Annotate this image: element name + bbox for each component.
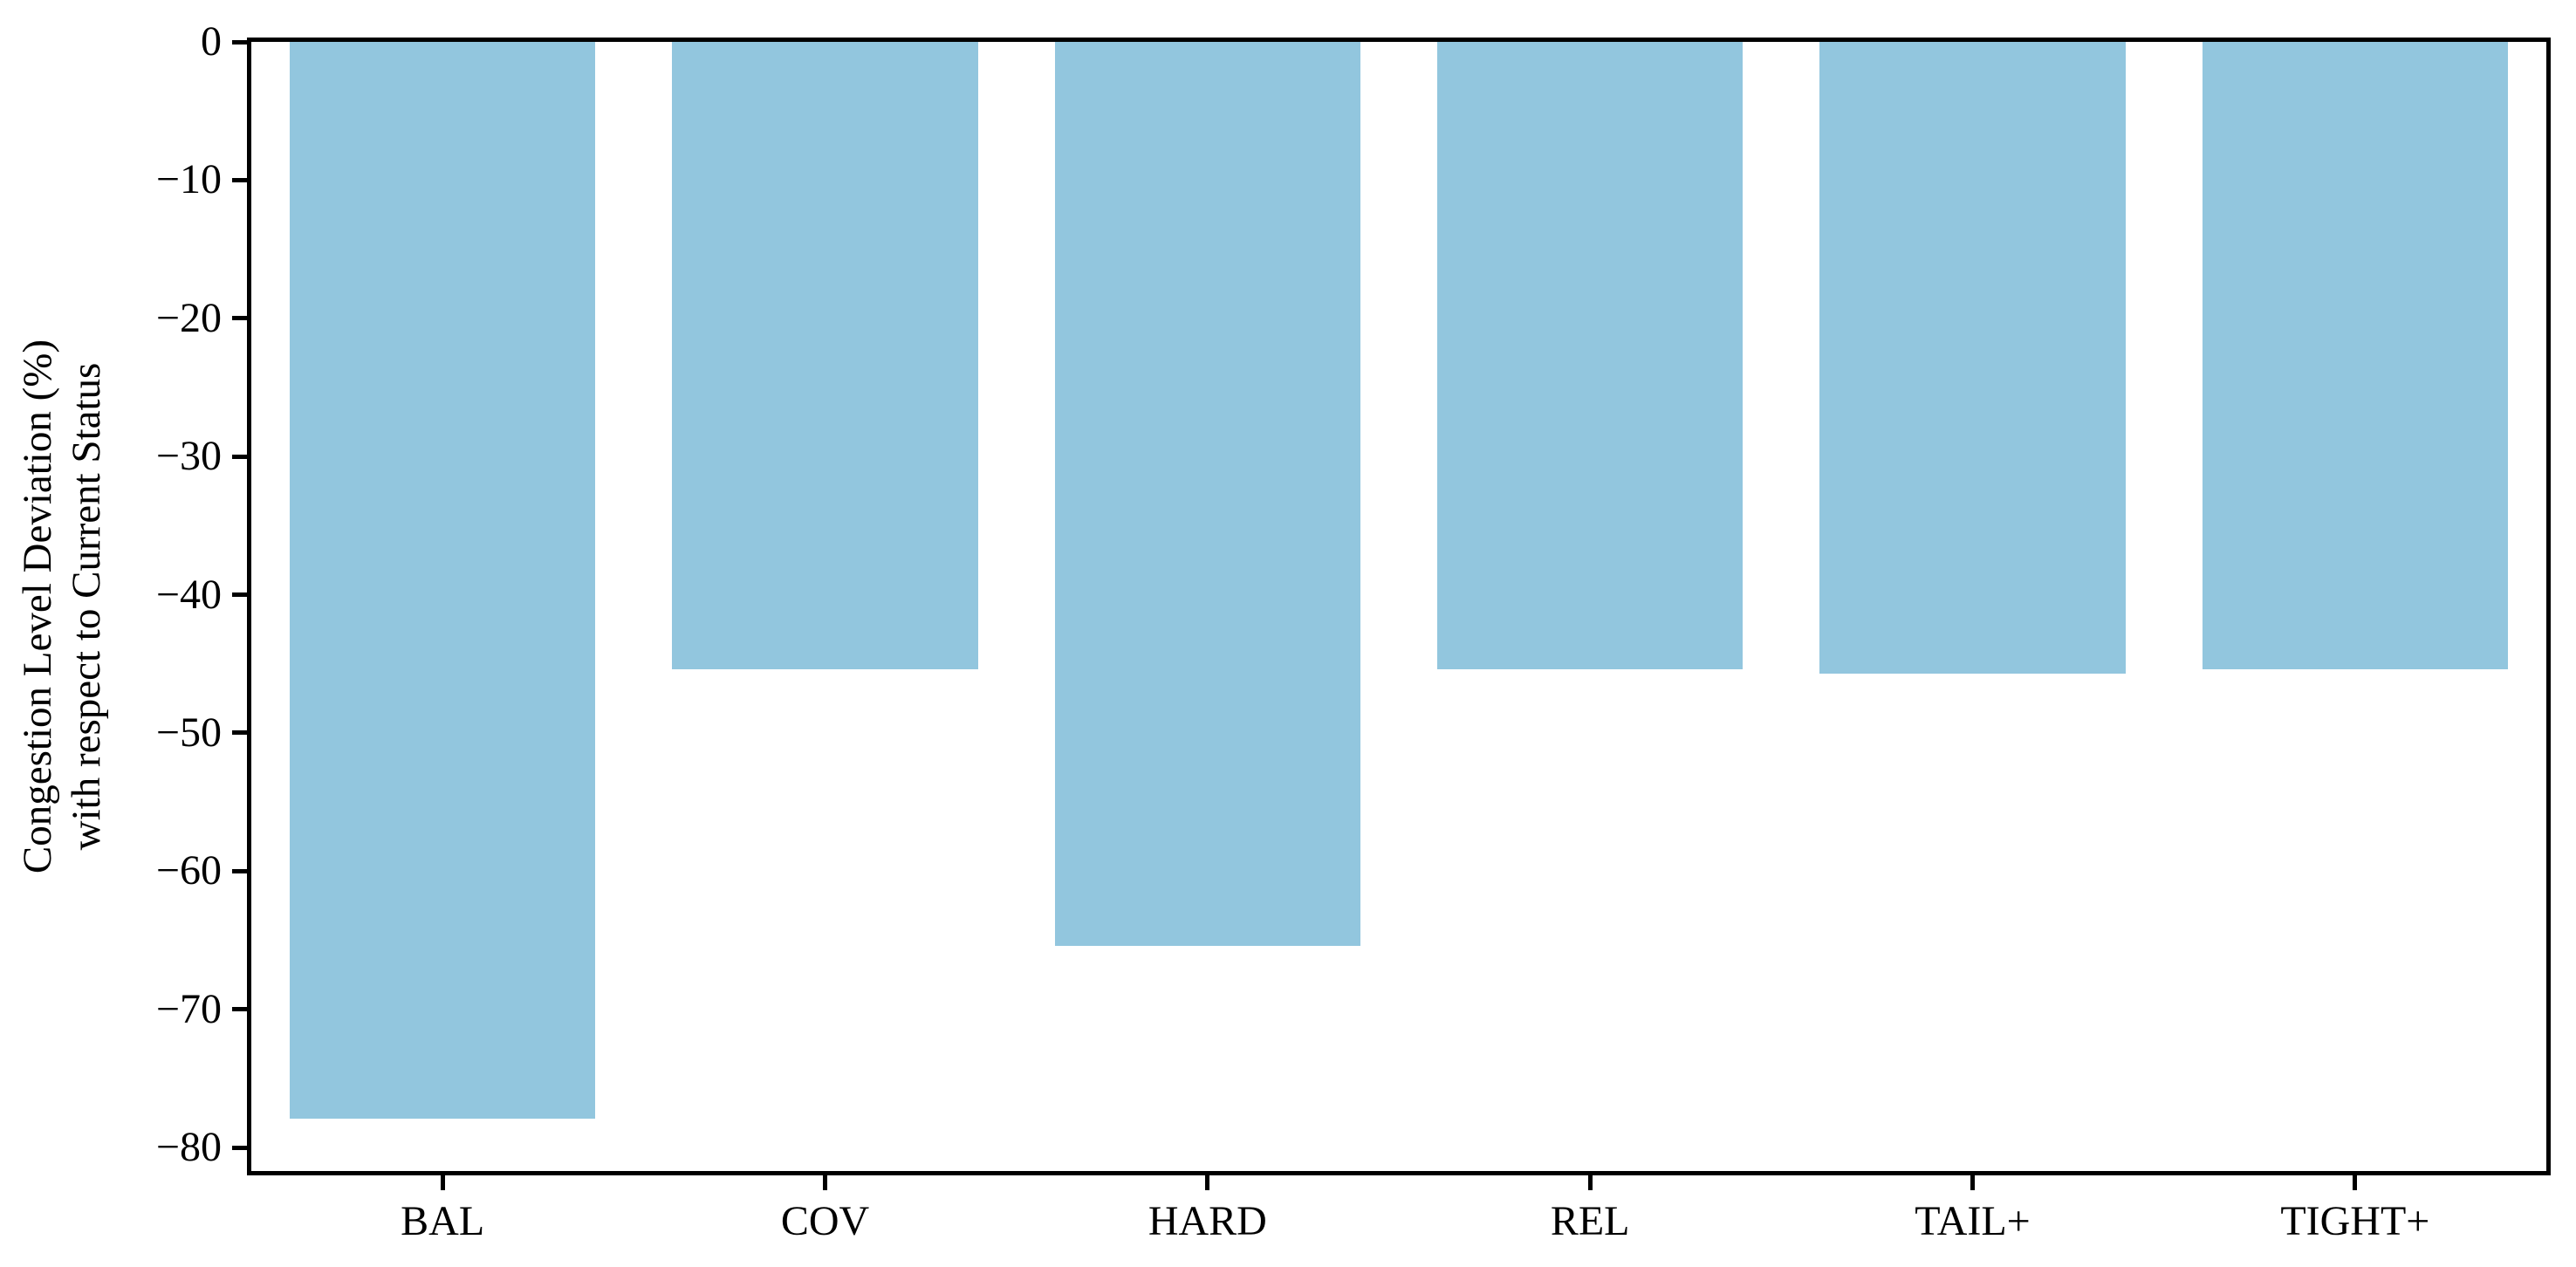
x-tick-mark — [1587, 1175, 1593, 1190]
bar-BAL — [289, 42, 596, 1119]
x-tick-mark — [440, 1175, 445, 1190]
y-tick-label: −80 — [155, 1124, 222, 1171]
x-tick-label-TIGHT+: TIGHT+ — [2280, 1198, 2430, 1244]
axes-frame — [247, 38, 2551, 1175]
plot-area — [251, 42, 2546, 1171]
x-tick-label-REL: REL — [1550, 1198, 1630, 1244]
y-tick-mark — [232, 454, 247, 459]
y-tick-label: −60 — [155, 847, 222, 894]
y-tick-label: −30 — [155, 433, 222, 480]
y-tick-mark — [232, 730, 247, 736]
bar-COV — [672, 42, 978, 670]
bar-TAIL+ — [1819, 42, 2126, 674]
y-tick-label: −70 — [155, 985, 222, 1032]
y-tick-label: −10 — [155, 156, 222, 203]
bar-REL — [1436, 42, 1744, 670]
x-tick-mark — [1205, 1175, 1210, 1190]
x-tick-mark — [823, 1175, 827, 1190]
y-tick-mark — [232, 39, 247, 45]
y-tick-label: 0 — [201, 18, 222, 65]
y-tick-label: −20 — [155, 294, 222, 341]
x-tick-mark — [1970, 1175, 1975, 1190]
x-tick-label-HARD: HARD — [1148, 1198, 1267, 1244]
x-tick-mark — [2353, 1175, 2358, 1190]
y-tick-mark — [232, 1145, 247, 1150]
bar-HARD — [1054, 42, 1361, 946]
x-tick-label-BAL: BAL — [401, 1198, 485, 1244]
x-tick-label-COV: COV — [780, 1198, 870, 1244]
y-tick-mark — [232, 177, 247, 182]
y-tick-mark — [232, 592, 247, 598]
y-tick-mark — [232, 868, 247, 873]
y-tick-label: −50 — [155, 709, 222, 756]
y-tick-mark — [232, 316, 247, 321]
x-tick-label-TAIL+: TAIL+ — [1915, 1198, 2031, 1244]
y-tick-mark — [232, 1007, 247, 1012]
bar-TIGHT+ — [2202, 42, 2509, 670]
y-tick-label: −40 — [155, 571, 222, 618]
